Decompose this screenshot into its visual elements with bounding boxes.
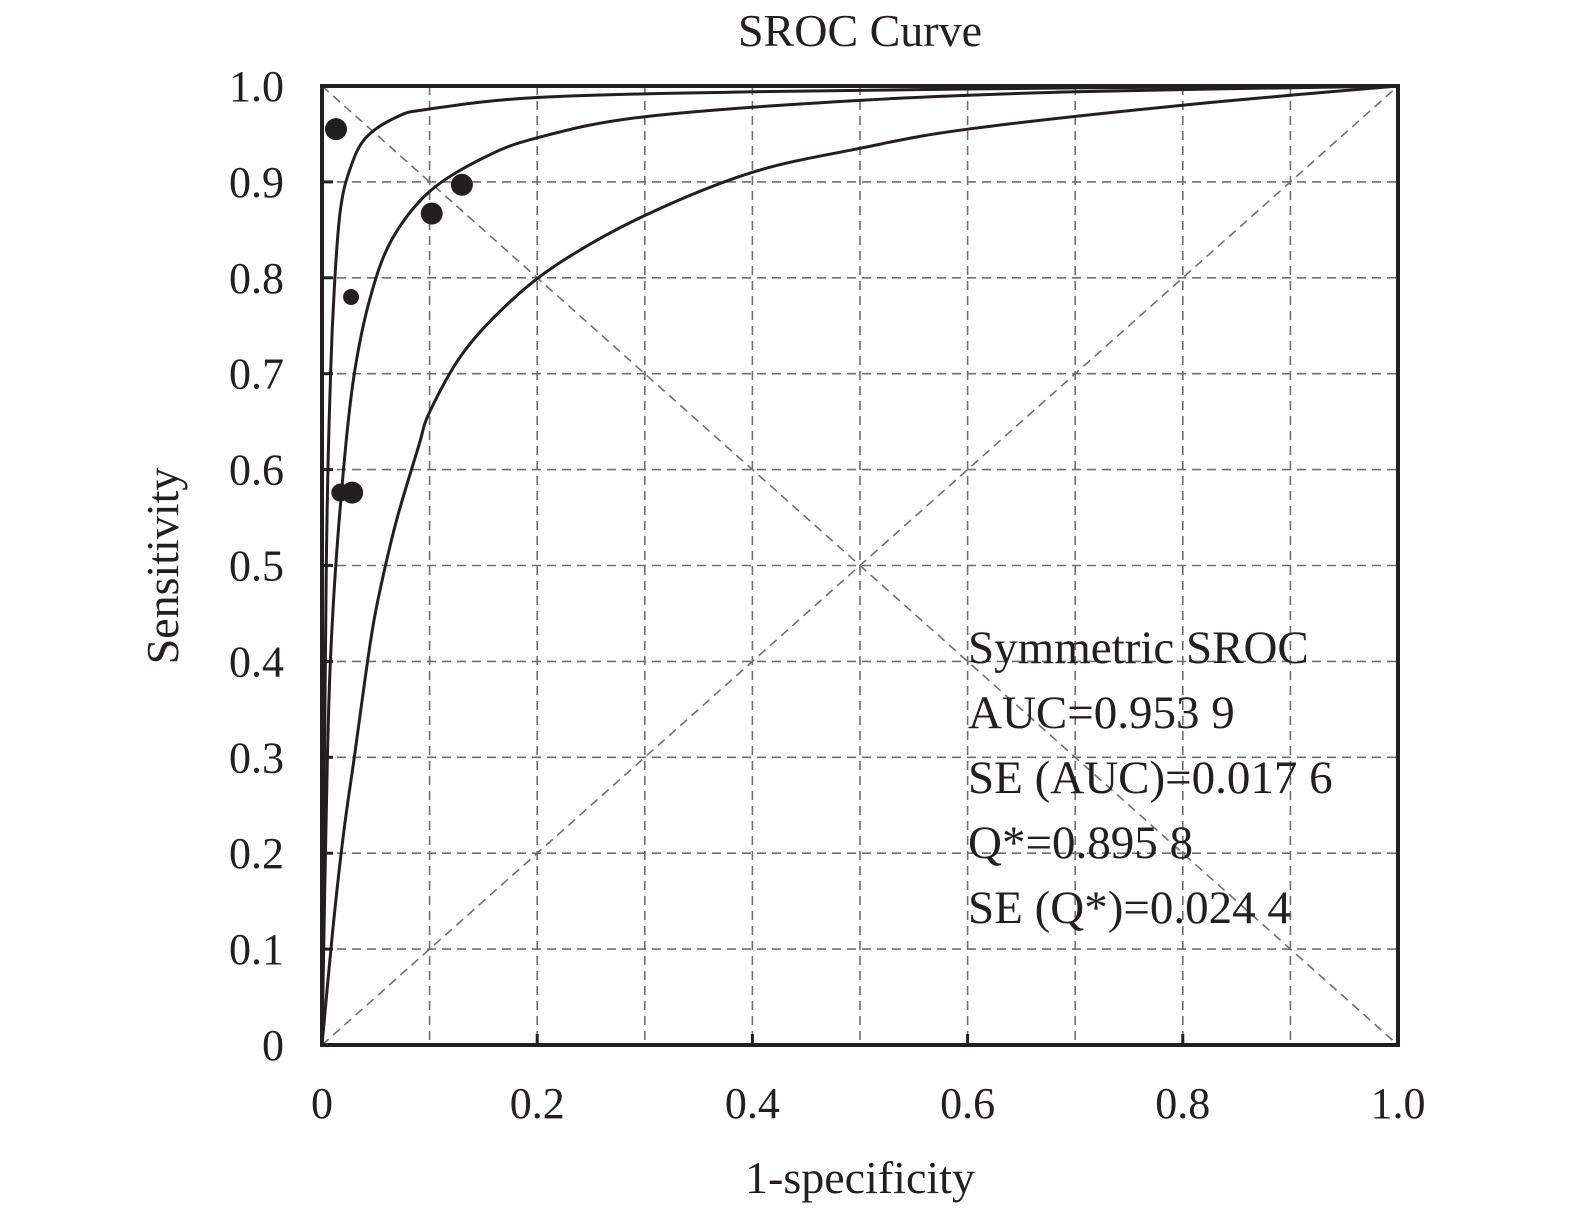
curve-upper xyxy=(320,84,1399,1046)
annotation-line: SE (AUC)=0.017 6 xyxy=(968,752,1333,804)
study-point xyxy=(450,173,473,196)
grid-lines xyxy=(322,86,1398,1045)
sroc-curves xyxy=(320,84,1399,1046)
curve-lower xyxy=(320,84,1399,1046)
y-axis-label: Sensitivity xyxy=(137,468,188,665)
y-tick-label: 0.3 xyxy=(229,733,284,782)
x-tick-label: 1.0 xyxy=(1371,1079,1426,1128)
y-tick-label: 1.0 xyxy=(229,62,284,111)
anti-diagonal-reference-line xyxy=(321,85,1399,1046)
x-tick-label: 0.8 xyxy=(1155,1079,1210,1128)
annotation-line: SE (Q*)=0.024 4 xyxy=(968,882,1291,934)
study-points xyxy=(324,118,473,504)
study-point xyxy=(420,202,443,225)
x-tick-label: 0.4 xyxy=(725,1079,780,1128)
annotation-line: Q*=0.895 8 xyxy=(968,817,1193,869)
y-tick-label: 0.8 xyxy=(229,254,284,303)
annotation-line: Symmetric SROC xyxy=(968,622,1309,674)
curve-sroc xyxy=(320,84,1399,1046)
y-tick-label: 0.4 xyxy=(229,637,284,686)
study-point xyxy=(341,481,364,504)
x-tick-label: 0.6 xyxy=(940,1079,995,1128)
y-tick-label: 0.9 xyxy=(229,158,284,207)
y-tick-label: 0.1 xyxy=(229,925,284,974)
y-tick-label: 0.5 xyxy=(229,542,284,591)
chart-title: SROC Curve xyxy=(738,5,982,56)
annotation-box: Symmetric SROC AUC=0.953 9 SE (AUC)=0.017 … xyxy=(968,622,1333,934)
reference-lines xyxy=(321,85,1399,1046)
study-point xyxy=(343,288,360,305)
y-tick-label: 0.6 xyxy=(229,446,284,495)
y-tick-label: 0 xyxy=(262,1021,284,1070)
annotation-line: AUC=0.953 9 xyxy=(968,687,1235,739)
y-tick-label: 0.2 xyxy=(229,829,284,878)
study-point xyxy=(324,118,347,141)
x-tick-label: 0 xyxy=(311,1079,333,1128)
y-tick-label: 0.7 xyxy=(229,350,284,399)
axis-ticks: 0 0.2 0.4 0.6 0.8 1.0 0 0.1 0.2 0.3 0.4 0.5 0.6 0.7 0.… xyxy=(229,62,1426,1128)
x-tick-label: 0.2 xyxy=(510,1079,565,1128)
x-axis-label: 1-specificity xyxy=(745,1152,975,1203)
